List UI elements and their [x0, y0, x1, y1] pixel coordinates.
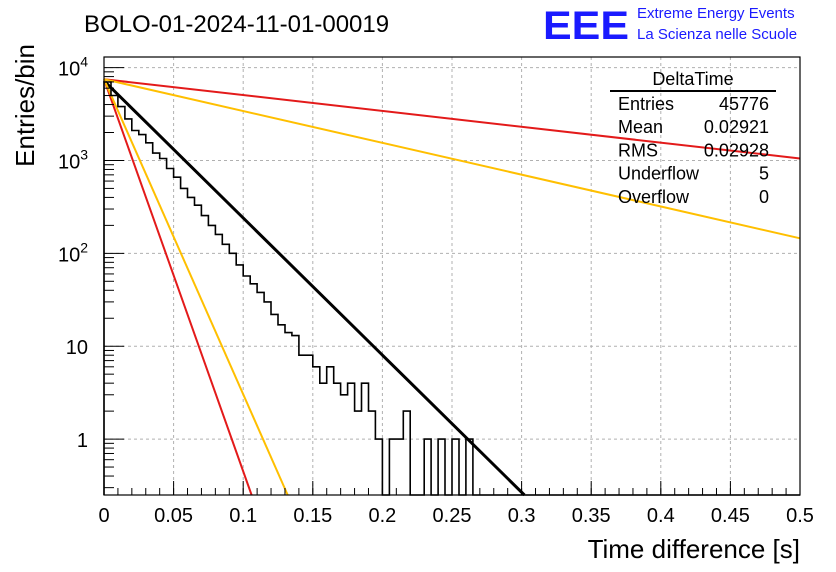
eee-logo: EEE	[543, 4, 629, 48]
x-tick-label: 0.35	[572, 505, 611, 527]
x-tick-label: 0.25	[433, 505, 472, 527]
x-axis-label: Time difference [s]	[588, 534, 800, 564]
axis-ticks: 0 0.05 0.1 0.15 0.2 0.25 0.3 0.35 0.4 0.45 0.5 1 10 1…	[58, 54, 814, 527]
x-tick-label: 0.15	[293, 505, 332, 527]
stats-row-value: 0.02928	[704, 140, 769, 160]
eee-logo-line1: Extreme Energy Events	[637, 5, 795, 22]
grid-lines	[104, 57, 800, 495]
x-tick-label: 0	[98, 505, 109, 527]
y-tick-label: 102	[58, 239, 88, 266]
stats-row-label: Mean	[618, 117, 663, 137]
eee-logo-line2: La Scienza nelle Scuole	[637, 26, 797, 43]
fit-curve	[103, 78, 289, 496]
stats-row-label: Entries	[618, 94, 674, 114]
x-tick-label: 0.2	[368, 505, 396, 527]
fit-curve	[102, 79, 526, 497]
y-tick-label: 103	[58, 146, 88, 173]
stats-row-value: 0	[759, 187, 769, 207]
y-axis-label: Entries/bin	[10, 44, 40, 167]
x-tick-label: 0.05	[154, 505, 193, 527]
x-tick-label: 0.4	[647, 505, 675, 527]
stats-row-label: Underflow	[618, 164, 700, 184]
chart-title: BOLO-01-2024-11-01-00019	[84, 11, 389, 38]
stats-box: DeltaTime Entries 45776 Mean 0.02921 RMS 0.02…	[610, 69, 776, 207]
fit-curve	[103, 78, 801, 160]
stats-row-value: 45776	[719, 94, 769, 114]
stats-row-value: 5	[759, 164, 769, 184]
y-tick-label: 10	[66, 337, 88, 359]
stats-row-label: Overflow	[618, 187, 690, 207]
stats-box-title: DeltaTime	[652, 69, 733, 89]
stats-row-label: RMS	[618, 140, 658, 160]
x-tick-label: 0.3	[508, 505, 536, 527]
x-tick-label: 0.1	[229, 505, 257, 527]
y-tick-label: 1	[77, 430, 88, 452]
chart-marks	[102, 78, 801, 497]
stats-rows: Entries 45776 Mean 0.02921 RMS 0.02928Underfl…	[618, 94, 769, 207]
y-tick-label: 104	[58, 54, 88, 81]
fit-curve	[103, 78, 801, 240]
x-tick-label: 0.45	[711, 505, 750, 527]
x-tick-label: 0.5	[786, 505, 814, 527]
fit-curve	[103, 78, 253, 496]
stats-row-value: 0.02921	[704, 117, 769, 137]
